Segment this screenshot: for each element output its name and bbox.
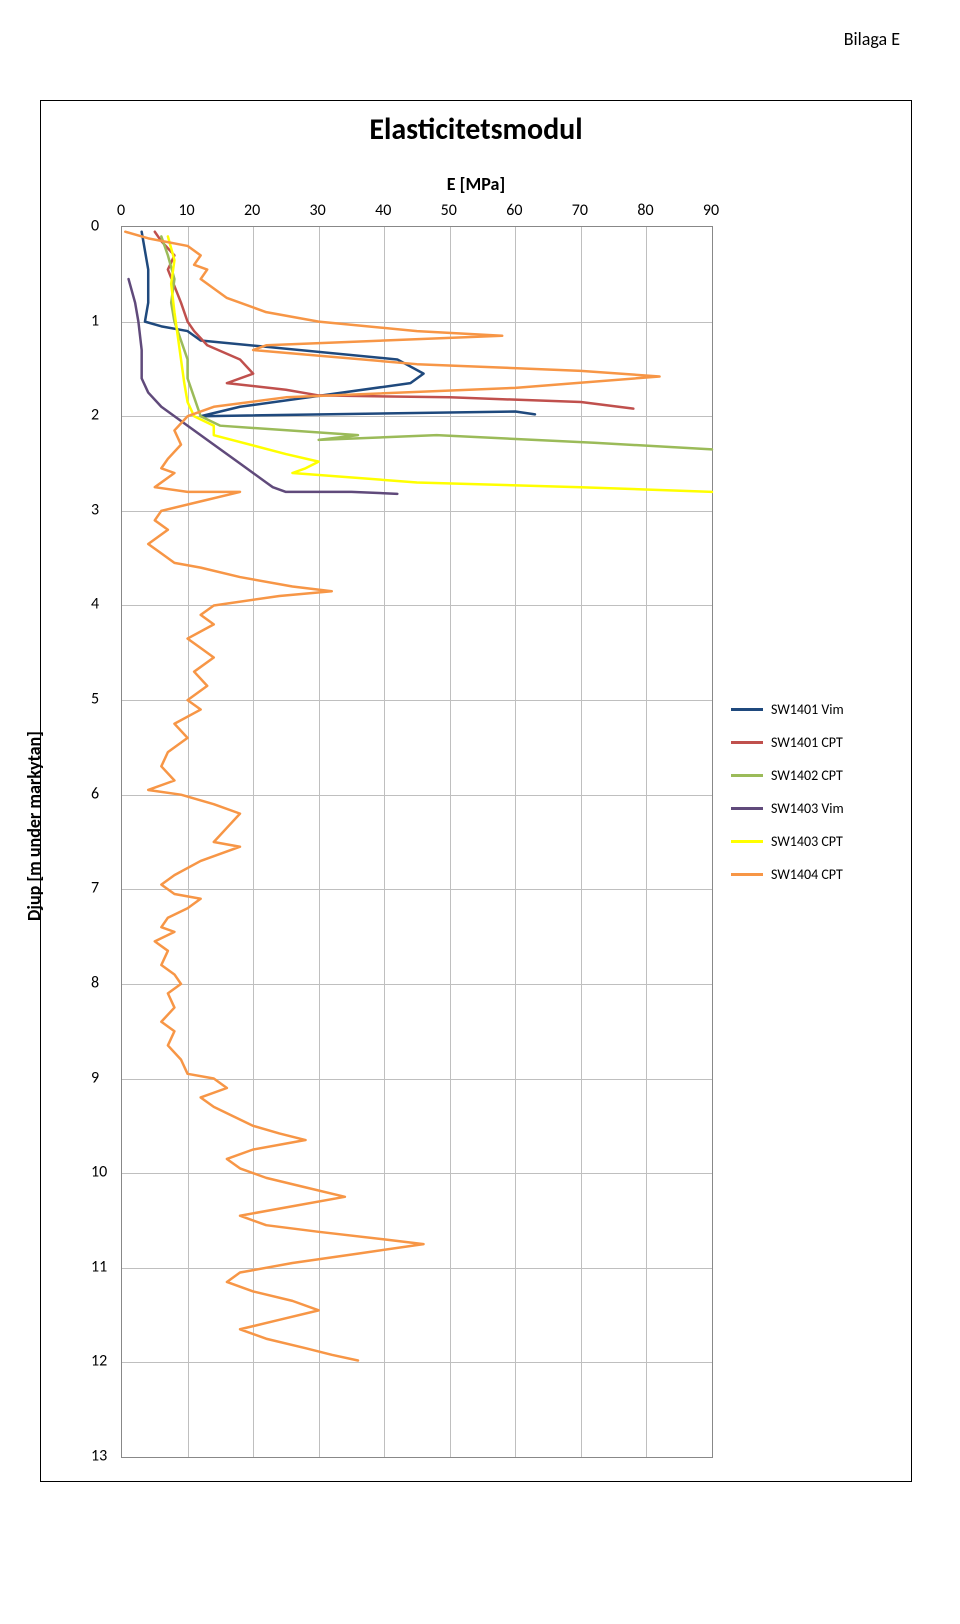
chart-title: Elasticitetsmodul — [41, 111, 911, 148]
x-axis-title: E [MPa] — [41, 173, 911, 195]
y-tick-label: 12 — [91, 1352, 107, 1371]
x-tick-label: 10 — [178, 201, 194, 220]
legend-label: SW1401 Vim — [771, 701, 844, 718]
y-tick-label: 7 — [91, 879, 99, 898]
x-tick-label: 0 — [117, 201, 125, 220]
x-tick-label: 70 — [572, 201, 588, 220]
legend-label: SW1404 CPT — [771, 866, 843, 883]
plot-area — [121, 226, 713, 1458]
x-tick-label: 30 — [310, 201, 326, 220]
y-tick-label: 9 — [91, 1068, 99, 1087]
y-tick-label: 13 — [91, 1447, 107, 1466]
legend-swatch — [731, 840, 763, 843]
y-tick-label: 4 — [91, 595, 99, 614]
legend: SW1401 Vim SW1401 CPT SW1402 CPT SW1403 Vim… — [731, 701, 844, 899]
page: Bilaga E Elasticitetsmodul E [MPa] Djup … — [0, 0, 960, 1624]
legend-swatch — [731, 741, 763, 744]
y-tick-label: 3 — [91, 500, 99, 519]
x-tick-label: 90 — [703, 201, 719, 220]
legend-swatch — [731, 774, 763, 777]
legend-swatch — [731, 708, 763, 711]
x-tick-label: 40 — [375, 201, 391, 220]
legend-item: SW1401 Vim — [731, 701, 844, 718]
y-tick-label: 8 — [91, 973, 99, 992]
legend-item: SW1402 CPT — [731, 767, 844, 784]
legend-swatch — [731, 807, 763, 810]
chart-series-svg — [122, 227, 712, 1457]
legend-item: SW1404 CPT — [731, 866, 844, 883]
legend-label: SW1402 CPT — [771, 767, 843, 784]
y-tick-label: 2 — [91, 406, 99, 425]
y-tick-label: 6 — [91, 784, 99, 803]
y-tick-label: 11 — [91, 1257, 107, 1276]
x-tick-label: 50 — [441, 201, 457, 220]
x-tick-label: 80 — [637, 201, 653, 220]
series-line — [155, 232, 634, 409]
y-tick-label: 0 — [91, 217, 99, 236]
y-tick-label: 10 — [91, 1163, 107, 1182]
legend-item: SW1403 Vim — [731, 800, 844, 817]
y-axis-title: Djup [m under markytan] — [23, 731, 45, 921]
x-tick-label: 60 — [506, 201, 522, 220]
legend-swatch — [731, 873, 763, 876]
legend-item: SW1403 CPT — [731, 833, 844, 850]
x-tick-label: 20 — [244, 201, 260, 220]
y-tick-label: 1 — [91, 311, 99, 330]
series-line — [161, 236, 712, 449]
legend-label: SW1403 CPT — [771, 833, 843, 850]
chart-container: Elasticitetsmodul E [MPa] Djup [m under … — [40, 100, 912, 1482]
legend-label: SW1401 CPT — [771, 734, 843, 751]
y-tick-label: 5 — [91, 690, 99, 709]
legend-label: SW1403 Vim — [771, 800, 844, 817]
page-header: Bilaga E — [844, 28, 900, 50]
legend-item: SW1401 CPT — [731, 734, 844, 751]
